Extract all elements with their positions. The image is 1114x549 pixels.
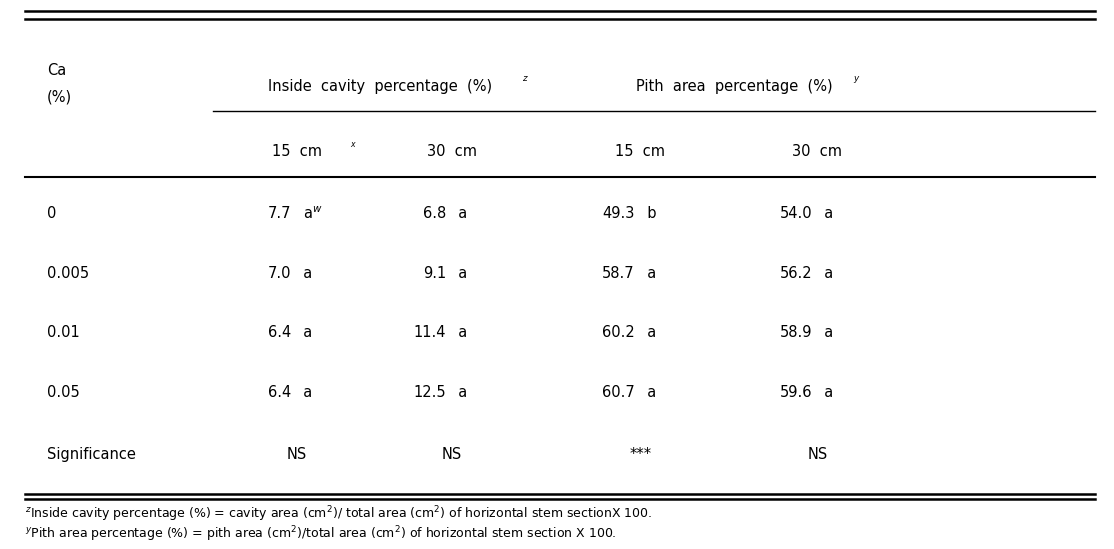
Text: $^y$: $^y$ xyxy=(853,75,860,88)
Text: 15  cm: 15 cm xyxy=(272,144,322,159)
Text: 0.01: 0.01 xyxy=(47,326,80,340)
Text: 7.7: 7.7 xyxy=(267,206,291,221)
Text: 11.4: 11.4 xyxy=(413,326,446,340)
Text: a: a xyxy=(638,326,656,340)
Text: 0: 0 xyxy=(47,206,57,221)
Text: NS: NS xyxy=(441,447,462,462)
Text: 9.1: 9.1 xyxy=(423,266,446,281)
Text: a: a xyxy=(449,206,468,221)
Text: $^z$: $^z$ xyxy=(521,75,528,88)
Text: a: a xyxy=(294,326,313,340)
Text: a: a xyxy=(449,266,468,281)
Text: 54.0: 54.0 xyxy=(780,206,812,221)
Text: 6.8: 6.8 xyxy=(423,206,446,221)
Text: a: a xyxy=(815,385,833,400)
Text: 15  cm: 15 cm xyxy=(615,144,665,159)
Text: b: b xyxy=(638,206,656,221)
Text: 56.2: 56.2 xyxy=(780,266,812,281)
Text: a: a xyxy=(449,326,468,340)
Text: Significance: Significance xyxy=(47,447,136,462)
Text: 6.4: 6.4 xyxy=(267,326,291,340)
Text: 7.0: 7.0 xyxy=(267,266,291,281)
Text: a: a xyxy=(815,266,833,281)
Text: 58.9: 58.9 xyxy=(780,326,812,340)
Text: 30  cm: 30 cm xyxy=(792,144,842,159)
Text: Pith  area  percentage  (%): Pith area percentage (%) xyxy=(636,79,832,94)
Text: 59.6: 59.6 xyxy=(780,385,812,400)
Text: (%): (%) xyxy=(47,90,72,105)
Text: Ca: Ca xyxy=(47,63,67,78)
Text: a: a xyxy=(638,266,656,281)
Text: a$^w$: a$^w$ xyxy=(294,205,323,222)
Text: $^z$Inside cavity percentage (%) = cavity area (cm$^2$)/ total area (cm$^2$) of : $^z$Inside cavity percentage (%) = cavit… xyxy=(25,505,653,524)
Text: 58.7: 58.7 xyxy=(602,266,635,281)
Text: $^x$: $^x$ xyxy=(350,140,356,150)
Text: a: a xyxy=(815,326,833,340)
Text: $^y$Pith area percentage (%) = pith area (cm$^2$)/total area (cm$^2$) of horizon: $^y$Pith area percentage (%) = pith area… xyxy=(25,524,616,544)
Text: 0.005: 0.005 xyxy=(47,266,89,281)
Text: 12.5: 12.5 xyxy=(413,385,446,400)
Text: a: a xyxy=(815,206,833,221)
Text: 49.3: 49.3 xyxy=(603,206,635,221)
Text: a: a xyxy=(294,266,313,281)
Text: a: a xyxy=(294,385,313,400)
Text: a: a xyxy=(638,385,656,400)
Text: Inside  cavity  percentage  (%): Inside cavity percentage (%) xyxy=(267,79,491,94)
Text: 6.4: 6.4 xyxy=(267,385,291,400)
Text: 60.7: 60.7 xyxy=(602,385,635,400)
Text: ***: *** xyxy=(629,447,652,462)
Text: 0.05: 0.05 xyxy=(47,385,80,400)
Text: 30  cm: 30 cm xyxy=(427,144,477,159)
Text: 60.2: 60.2 xyxy=(602,326,635,340)
Text: NS: NS xyxy=(286,447,306,462)
Text: NS: NS xyxy=(808,447,828,462)
Text: a: a xyxy=(449,385,468,400)
